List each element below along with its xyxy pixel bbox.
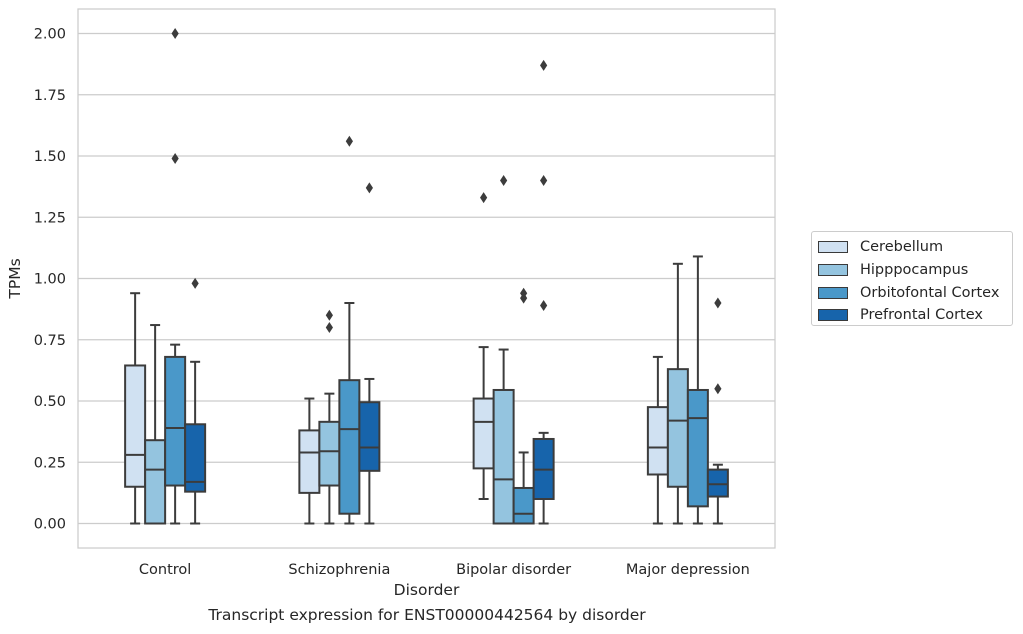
box-3-3 [706, 297, 729, 525]
plot-frame [77, 8, 776, 549]
box-body [338, 379, 361, 515]
outlier-point [365, 182, 373, 194]
box-2-3 [532, 59, 555, 525]
legend-label-hippocampus: Hipppocampus [860, 262, 969, 279]
box-body [666, 368, 689, 488]
outlier-point [325, 309, 333, 321]
y-tick-label: 1.50 [34, 149, 66, 165]
legend-label-cerebellum: Cerebellum [860, 239, 944, 256]
legend-swatch-orbitofrontal-cortex [818, 286, 848, 299]
box-body [686, 388, 709, 508]
box-1-0 [298, 397, 321, 525]
box-3-2 [686, 255, 709, 525]
legend-label-orbitofrontal-cortex: Orbitofontal Cortex [860, 284, 1000, 301]
outlier-point [325, 322, 333, 333]
box-body [706, 468, 729, 498]
box-2-2 [512, 287, 535, 525]
outlier-point [540, 299, 548, 311]
y-axis-label: TPMs [6, 258, 24, 299]
box-body [184, 423, 207, 493]
box-2-0 [472, 192, 495, 500]
legend-swatch-cerebellum [818, 241, 848, 254]
box-body [318, 420, 341, 487]
box-0-2 [164, 28, 187, 525]
y-tick-label: 0.75 [34, 333, 66, 349]
outlier-point [480, 192, 488, 204]
box-body [512, 486, 535, 525]
box-1-3 [358, 182, 381, 525]
y-tick-label: 2.00 [34, 27, 66, 43]
box-body [492, 388, 515, 525]
outlier-point [191, 277, 199, 289]
box-3-0 [646, 355, 669, 525]
y-axis-ticks: 0.00 0.25 0.50 0.75 1.00 1.25 1.50 1.75 2.00 [34, 27, 66, 533]
y-tick-label: 0.25 [34, 455, 66, 471]
x-tick-label: Schizophrenia [288, 562, 390, 578]
y-tick-label: 1.25 [34, 210, 66, 226]
outlier-point [345, 135, 353, 147]
legend-item-orbitofrontal-cortex: Orbitofontal Cortex [818, 281, 1012, 304]
box-1-1 [318, 309, 341, 525]
outlier-point [171, 152, 179, 164]
outlier-point [540, 59, 548, 71]
x-tick-label: Bipolar disorder [456, 562, 571, 578]
box-1-2 [338, 135, 361, 525]
outlier-point [714, 297, 722, 309]
outlier-point [540, 175, 548, 186]
y-tick-label: 1.00 [34, 272, 66, 288]
outlier-point [520, 287, 528, 299]
legend-swatch-prefrontal-cortex [818, 309, 848, 322]
outlier-point [171, 28, 179, 39]
x-tick-label: Major depression [626, 562, 750, 578]
y-tick-label: 1.75 [34, 88, 66, 104]
x-axis-label: Disorder [394, 581, 460, 599]
legend-item-hippocampus: Hipppocampus [818, 259, 1012, 282]
box-0-0 [124, 292, 147, 525]
box-body [164, 355, 187, 487]
box-body [646, 406, 669, 476]
legend-swatch-hippocampus [818, 264, 848, 277]
box-body [144, 439, 167, 525]
box-0-3 [184, 277, 207, 525]
box-body [358, 401, 381, 472]
box-body [298, 429, 321, 494]
box-0-1 [144, 324, 167, 525]
legend-item-prefrontal-cortex: Prefrontal Cortex [818, 304, 1012, 327]
box-2-1 [492, 175, 515, 525]
legend: Cerebellum Hipppocampus Orbitofontal Cor… [811, 231, 1013, 326]
x-axis-ticks: Control Schizophrenia Bipolar disorder Majo… [139, 562, 750, 578]
box-body [124, 364, 147, 488]
boxes [124, 28, 729, 525]
outlier-point [500, 175, 508, 186]
y-tick-label: 0.00 [34, 517, 66, 533]
box-body [472, 397, 495, 470]
outlier-point [714, 383, 722, 395]
chart-caption: Transcript expression for ENST0000044256… [208, 606, 646, 624]
legend-item-cerebellum: Cerebellum [818, 236, 1012, 259]
y-tick-label: 0.50 [34, 394, 66, 410]
box-3-1 [666, 262, 689, 525]
x-tick-label: Control [139, 562, 191, 578]
legend-label-prefrontal-cortex: Prefrontal Cortex [860, 307, 983, 324]
